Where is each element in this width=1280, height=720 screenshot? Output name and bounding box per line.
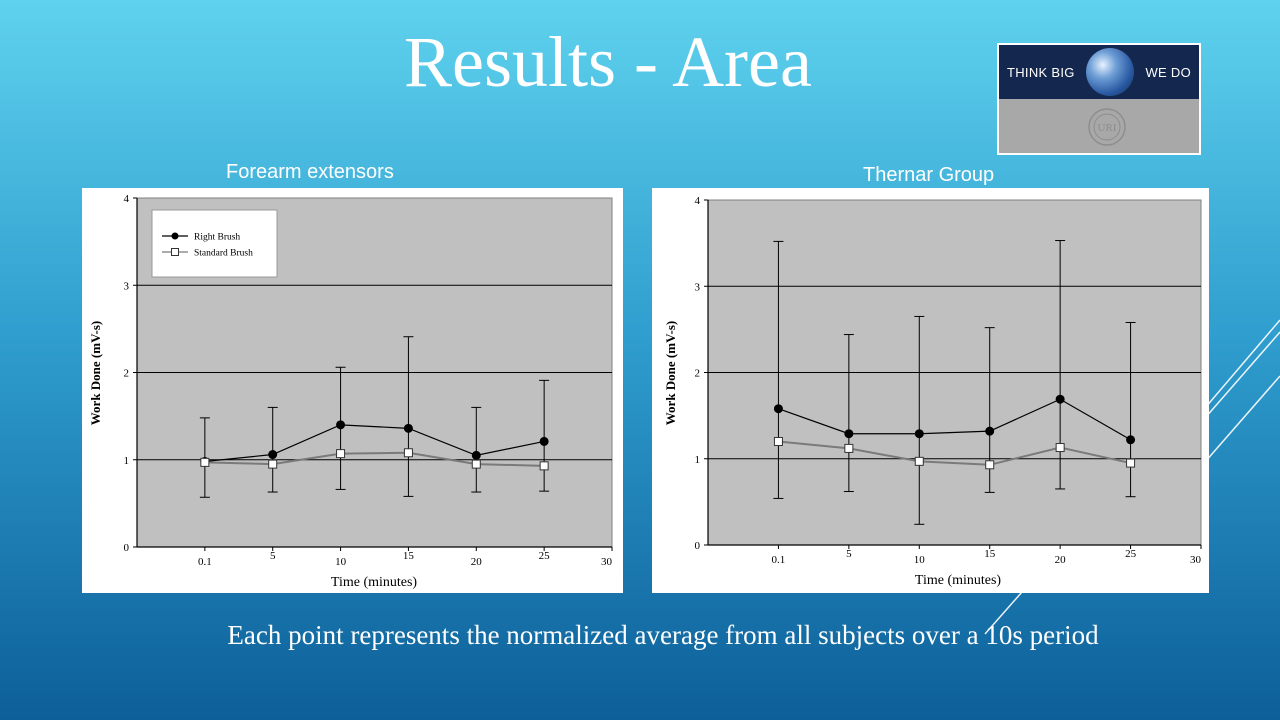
x-tick-label: 5 — [270, 550, 276, 562]
data-point — [1126, 435, 1136, 445]
x-tick-label: 10 — [914, 554, 926, 566]
y-tick-label: 0 — [124, 542, 130, 554]
series-line — [204, 451, 545, 467]
data-point — [539, 436, 549, 446]
legend-box — [151, 209, 278, 278]
series-line — [778, 440, 1131, 466]
x-tick-label: 5 — [846, 548, 852, 560]
data-point — [844, 443, 854, 453]
x-tick-label: 30 — [601, 556, 613, 568]
university-seal-icon: URI — [1088, 108, 1126, 146]
data-point — [200, 457, 210, 467]
y-tick-label: 3 — [695, 281, 701, 293]
data-point — [336, 449, 346, 459]
data-point — [403, 448, 413, 458]
x-tick-label: 0.1 — [198, 556, 212, 568]
legend-marker — [171, 248, 179, 256]
series-line — [204, 424, 545, 463]
x-tick-label: 0.1 — [772, 554, 786, 566]
data-point — [985, 426, 995, 436]
y-axis-label: Work Done (mV-s) — [88, 321, 103, 425]
data-point — [844, 429, 854, 439]
x-tick-label: 15 — [984, 548, 996, 560]
series-line — [778, 398, 1131, 441]
data-point — [773, 437, 783, 446]
y-tick-label: 2 — [124, 368, 130, 380]
x-tick-label: 15 — [403, 550, 415, 562]
data-point — [471, 459, 481, 469]
legend: Right Brush Standard Brush — [151, 209, 278, 278]
chart-forearm-extensors: 0 1 2 3 4 0.1 5 10 15 20 25 30 Work Done (mV-s) Time … — [82, 188, 623, 593]
logo-text-right: WE DO — [1145, 64, 1191, 80]
data-point — [539, 461, 549, 471]
x-tick-label: 20 — [471, 556, 483, 568]
legend-marker — [171, 232, 179, 240]
series-open-markers — [200, 448, 549, 471]
x-tick-label: 25 — [539, 550, 551, 562]
slide-title: Results - Area — [404, 22, 812, 102]
data-point — [985, 460, 995, 470]
chart-thernar-group: 0 1 2 3 4 0.1 5 10 15 20 25 30 Work Done (mV-s) Time … — [652, 188, 1209, 593]
chart-2-title: Thernar Group — [863, 164, 995, 186]
series-filled-markers — [773, 240, 1136, 525]
data-point — [403, 423, 413, 433]
y-tick-label: 4 — [124, 193, 130, 205]
x-tick-label: 10 — [335, 556, 347, 568]
legend-entry: Right Brush — [194, 233, 240, 243]
slide-caption: Each point represents the normalized ave… — [227, 620, 1099, 650]
y-tick-label: 3 — [124, 280, 130, 292]
x-axis-label: Time (minutes) — [915, 573, 1002, 588]
data-point — [471, 450, 481, 460]
logo-text-left: THINK BIG — [1007, 64, 1075, 80]
x-tick-label: 30 — [1190, 554, 1202, 566]
chart-1-title: Forearm extensors — [226, 161, 394, 183]
y-tick-label: 2 — [695, 368, 701, 380]
y-tick-label: 4 — [695, 195, 701, 207]
globe-icon — [1086, 48, 1135, 96]
chart-2-svg: 0 1 2 3 4 0.1 5 10 15 20 25 30 Work Done (mV-s) Time … — [663, 195, 1202, 588]
data-point — [914, 429, 924, 439]
x-tick-label: 20 — [1055, 554, 1067, 566]
logo-seal-text: URI — [1098, 122, 1117, 134]
y-tick-label: 1 — [695, 454, 701, 466]
data-point — [1055, 443, 1065, 453]
data-point — [773, 404, 783, 414]
logo: THINK BIG WE DO URI — [997, 43, 1201, 155]
data-point — [1055, 394, 1065, 404]
x-axis-label: Time (minutes) — [331, 575, 418, 590]
data-point — [268, 450, 278, 460]
x-tick-label: 25 — [1125, 548, 1137, 560]
y-axis-label: Work Done (mV-s) — [663, 321, 678, 425]
series-open-markers — [773, 437, 1136, 470]
logo-band: THINK BIG WE DO — [999, 45, 1199, 99]
y-tick-label: 0 — [695, 540, 701, 552]
data-point — [268, 459, 278, 469]
legend-entry: Standard Brush — [194, 249, 253, 259]
data-point — [336, 420, 346, 430]
data-point — [914, 456, 924, 466]
chart-1-svg: 0 1 2 3 4 0.1 5 10 15 20 25 30 Work Done (mV-s) Time … — [88, 193, 613, 590]
y-tick-label: 1 — [124, 455, 130, 467]
data-point — [1126, 458, 1136, 468]
